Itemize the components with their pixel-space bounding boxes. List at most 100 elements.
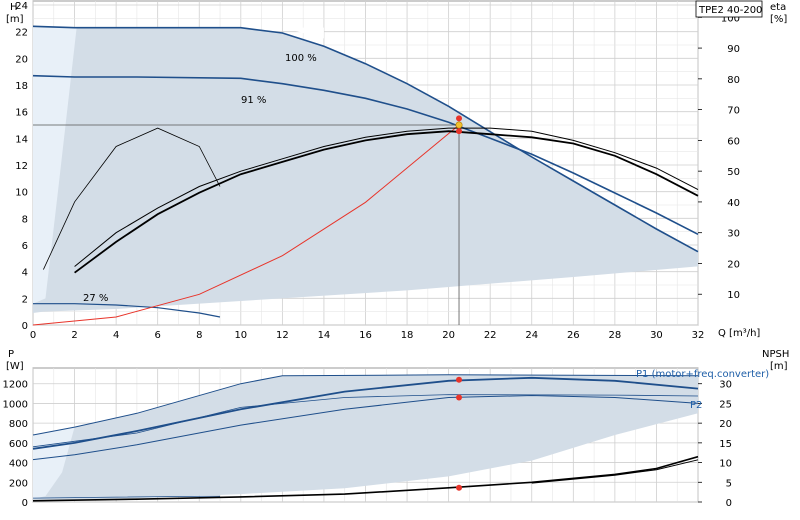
power-ticks: 0 200 400 600 800 1000 1200 0 5 10 15 20 25 30 xyxy=(3,380,732,509)
duty-marker-head-100 xyxy=(456,115,463,122)
left-region-fill xyxy=(33,26,77,304)
h-tick-label: 2 xyxy=(22,294,28,305)
npsh-tick-label: 20 xyxy=(719,419,732,430)
q-tick-label: 30 xyxy=(650,330,663,341)
eta-curve-27 xyxy=(43,127,221,270)
q-tick-label: 0 xyxy=(30,330,36,341)
npsh-tick-label: 10 xyxy=(719,459,732,470)
h-tick-label: 8 xyxy=(22,214,28,225)
eta-tick-label: 90 xyxy=(727,44,740,55)
npsh-marker xyxy=(456,484,463,491)
power-axis-unit: [W] xyxy=(6,361,24,372)
model-label: TPE2 40-200 xyxy=(698,5,762,16)
h-tick-label: 20 xyxy=(15,54,28,65)
q-tick-label: 6 xyxy=(155,330,161,341)
npsh-axis-symbol: NPSH xyxy=(762,349,789,360)
q-tick-label: 4 xyxy=(113,330,119,341)
head-curve-91 xyxy=(32,74,699,236)
duty-point-marker xyxy=(455,121,463,129)
power-marker-p2 xyxy=(456,394,463,401)
p1-curve xyxy=(32,376,699,450)
q-tick-label: 8 xyxy=(196,330,202,341)
p-tick-label: 600 xyxy=(9,439,28,450)
h-tick-label: 12 xyxy=(15,161,28,172)
eta-tick-label: 70 xyxy=(727,106,740,117)
curve-label-27: 27 % xyxy=(83,293,108,304)
eta-tick-label: 50 xyxy=(727,167,740,178)
region-notch xyxy=(282,27,324,39)
npsh-tick-label: 25 xyxy=(719,399,732,410)
eta-tick-label: 80 xyxy=(727,75,740,86)
q-tick-label: 26 xyxy=(567,330,580,341)
h-tick-label: 10 xyxy=(15,188,28,199)
eta-tick-label: 20 xyxy=(727,259,740,270)
p-tick-label: 1000 xyxy=(3,399,28,410)
system-curve xyxy=(32,124,460,326)
q-tick-label: 18 xyxy=(401,330,414,341)
head-axis-symbol: H xyxy=(10,2,18,13)
eta-axis-symbol: eta xyxy=(770,2,786,13)
eta-tick-label: 30 xyxy=(727,229,740,240)
curve-label-91: 91 % xyxy=(241,95,266,106)
power-curves xyxy=(32,374,699,502)
power-marker-p1 xyxy=(456,376,463,383)
p-27-curve xyxy=(32,495,221,499)
head-curve-100 xyxy=(32,25,699,253)
p-tick-label: 200 xyxy=(9,478,28,489)
operating-region xyxy=(33,26,698,314)
head-axis-unit: [m] xyxy=(6,14,24,25)
npsh-curve-2 xyxy=(531,459,699,484)
h-tick-label: 22 xyxy=(15,28,28,39)
power-region-fill xyxy=(33,374,698,501)
q-tick-label: 14 xyxy=(318,330,331,341)
h-tick-label: 4 xyxy=(22,268,28,279)
q-tick-label: 16 xyxy=(359,330,372,341)
h-tick-label: 14 xyxy=(15,134,28,145)
eta-axis-unit: [%] xyxy=(770,14,787,25)
npsh-axis-unit: [m] xyxy=(770,361,788,372)
q-tick-label: 12 xyxy=(276,330,289,341)
power-axis-symbol: P xyxy=(8,349,14,360)
p-tick-label: 0 xyxy=(22,498,28,509)
q-tick-label: 22 xyxy=(484,330,497,341)
eta-tick-label: 60 xyxy=(727,136,740,147)
p-tick-label: 1200 xyxy=(3,380,28,391)
q-tick-label: 32 xyxy=(692,330,705,341)
q-tick-label: 20 xyxy=(442,330,455,341)
npsh-curve xyxy=(32,455,699,502)
p-tick-label: 400 xyxy=(9,459,28,470)
h-tick-label: 16 xyxy=(15,108,28,119)
p1-91-curve xyxy=(32,394,699,448)
power-envelope-top xyxy=(32,374,699,436)
h-tick-label: 0 xyxy=(22,321,28,332)
p2-curve xyxy=(32,394,699,461)
npsh-tick-label: 15 xyxy=(719,439,732,450)
eta-tick-label: 40 xyxy=(727,198,740,209)
q-tick-label: 24 xyxy=(525,330,538,341)
h-tick-label: 18 xyxy=(15,81,28,92)
eta-tick-label: 10 xyxy=(727,290,740,301)
head-panel: 0 2 4 6 8 10 12 14 16 18 20 22 24 26 28 30 3202468101214… xyxy=(6,0,787,502)
head-ticks: 0 2 4 6 8 10 12 14 16 18 20 22 24 26 28 30 3202468101214… xyxy=(15,1,740,341)
operating-region-fill xyxy=(33,26,698,314)
eta-tick-label: 100 xyxy=(721,13,740,24)
npsh-tick-label: 30 xyxy=(719,380,732,391)
q-tick-label: 2 xyxy=(71,330,77,341)
h-tick-label: 24 xyxy=(15,1,28,12)
p2-label: P2 xyxy=(690,400,702,411)
eta-curve-100 xyxy=(74,130,699,274)
model-label-box xyxy=(695,0,763,18)
eta-curve-91 xyxy=(74,127,699,267)
npsh-tick-label: 0 xyxy=(726,498,732,509)
head-curve-27 xyxy=(33,303,221,318)
q-tick-label: 10 xyxy=(234,330,247,341)
curve-label-100: 100 % xyxy=(285,53,317,64)
duty-marker-eta xyxy=(456,128,463,135)
h-tick-label: 6 xyxy=(22,241,28,252)
p1-label: P1 (motor+freq.converter) xyxy=(636,369,769,380)
flow-axis-label: Q [m³/h] xyxy=(718,328,760,339)
p-tick-label: 800 xyxy=(9,419,28,430)
head-curves xyxy=(32,25,699,502)
